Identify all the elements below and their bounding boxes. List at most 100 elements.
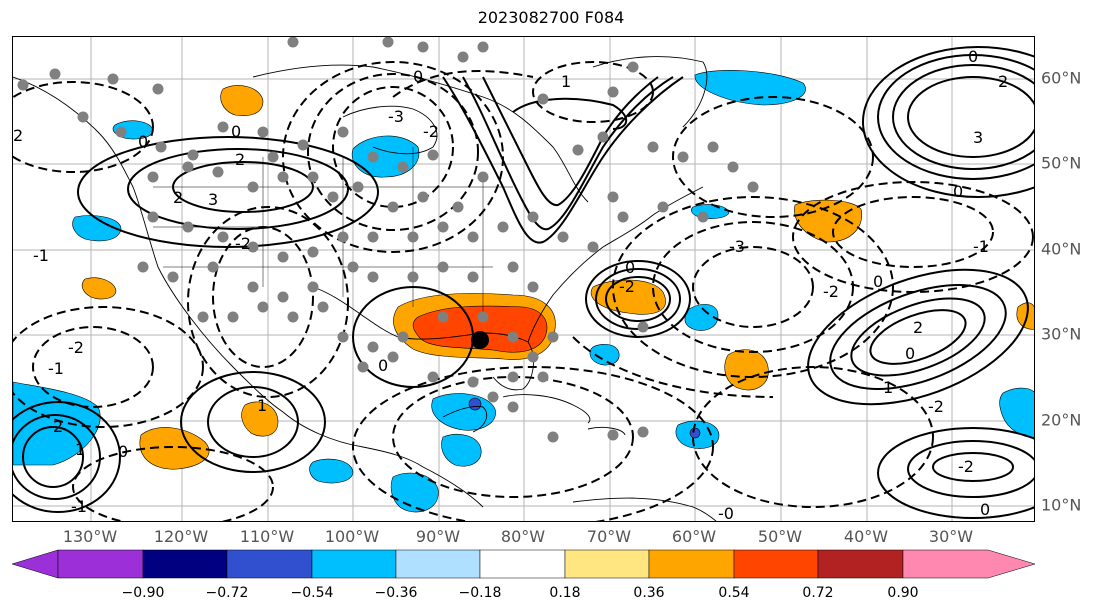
high-mid-3 <box>869 309 967 365</box>
station-dot <box>607 191 619 203</box>
coast-west-na <box>13 76 484 508</box>
high-mid-0 <box>807 268 1029 406</box>
positive-anomaly-e-atlantic <box>794 199 863 243</box>
station-dot <box>507 371 519 383</box>
station-dot <box>337 126 349 138</box>
colorbar-segment <box>57 549 144 579</box>
coast-gulf <box>312 286 534 391</box>
contour-label: 0 <box>953 182 963 201</box>
high-ne-3 <box>907 76 1034 158</box>
station-dot <box>147 171 159 183</box>
high-ne-2 <box>892 64 1034 170</box>
station-dot <box>477 311 489 323</box>
contour-label: 1 <box>561 72 571 91</box>
station-dot <box>547 431 559 443</box>
station-dot <box>727 161 739 173</box>
high-w-1 <box>13 414 101 500</box>
station-dot <box>627 61 639 73</box>
colorbar-segment <box>564 549 650 579</box>
station-dot <box>167 271 179 283</box>
station-dot <box>527 351 539 363</box>
high-se-1 <box>907 440 1034 498</box>
station-dot <box>507 401 519 413</box>
station-dot <box>527 211 539 223</box>
high-atl-2 <box>605 276 671 322</box>
station-dot <box>357 361 369 373</box>
high-ne-1 <box>877 54 1034 180</box>
contour-label: -1 <box>973 237 989 256</box>
station-dot <box>147 211 159 223</box>
contour-label: -2 <box>68 338 84 357</box>
station-dot <box>337 331 349 343</box>
positive-anomaly-baja <box>81 277 117 300</box>
station-dot <box>477 41 489 53</box>
colorbar-tick-label: −0.54 <box>290 585 334 601</box>
station-dot <box>297 139 309 151</box>
station-dot <box>49 68 61 80</box>
station-dot <box>17 79 29 91</box>
strong-negative-spot-1 <box>468 397 482 411</box>
coast-hudson <box>342 105 438 155</box>
high-atl-0 <box>585 260 691 338</box>
coast-canada <box>252 64 589 203</box>
station-dot <box>367 341 379 353</box>
station-dot <box>182 161 194 173</box>
contour-label: -0 <box>718 504 734 522</box>
station-dot <box>367 151 379 163</box>
longitude-label: 30°W <box>928 527 974 546</box>
high-se-0 <box>877 427 1034 519</box>
negative-anomaly-yuc <box>441 434 482 467</box>
positive-anomaly-nw <box>220 85 264 116</box>
station-dot <box>227 311 239 323</box>
low-central-1 <box>332 86 454 208</box>
station-dot <box>527 281 539 293</box>
contour-label: 0 <box>905 344 915 363</box>
negative-anomaly-mexico <box>309 458 354 484</box>
contour-label: -1 <box>33 246 49 265</box>
station-dot <box>107 73 119 85</box>
colorbar-segment <box>648 549 735 579</box>
station-dot <box>467 271 479 283</box>
latitude-label: 10°N <box>1041 495 1082 515</box>
coast-yucatan <box>442 406 487 433</box>
longitude-label: 40°W <box>843 527 889 546</box>
longitude-label: 70°W <box>586 527 632 546</box>
station-dot <box>437 221 449 233</box>
station-dot <box>487 391 499 403</box>
colorbar-segment <box>142 549 228 579</box>
station-dot <box>387 351 399 363</box>
longitude-label: 110°W <box>239 527 295 546</box>
low-south-2 <box>352 366 714 521</box>
station-dot <box>507 331 519 343</box>
station-dot <box>287 37 299 48</box>
station-dot <box>187 149 199 161</box>
station-dot <box>307 246 319 258</box>
positive-anomaly-pacific-2 <box>241 401 279 437</box>
contour-label: -2 <box>619 277 635 296</box>
colorbar-segment <box>311 549 397 579</box>
station-dot <box>537 93 549 105</box>
negative-anomaly-pacific-w <box>72 215 122 242</box>
longitude-label: 130°W <box>62 527 118 546</box>
high-pac-1 <box>207 386 299 458</box>
contour-label: -3 <box>729 237 745 256</box>
contour-label: 0 <box>980 500 990 519</box>
negative-anomaly-canada <box>351 135 420 178</box>
colorbar-extend-right <box>902 549 1036 579</box>
negative-anomaly-labrador <box>694 70 806 106</box>
contour-label: -2 <box>958 457 974 476</box>
latitude-label: 40°N <box>1041 239 1082 259</box>
positive-anomaly-pacific <box>139 427 210 470</box>
station-dot <box>137 261 149 273</box>
latitude-label: 50°N <box>1041 153 1082 173</box>
map-canvas: 0 2 3 0 -1 -2 0 2 0 1 -2 -2 0 -3 0 -2 1 … <box>13 37 1034 522</box>
station-dot <box>427 149 439 161</box>
longitude-label: 80°W <box>500 527 546 546</box>
low-pac-1 <box>32 326 154 408</box>
station-dot <box>212 166 224 178</box>
colorbar-segment <box>733 549 819 579</box>
negative-contours <box>13 61 1034 521</box>
station-dot <box>277 171 289 183</box>
contour-label: 1 <box>257 396 267 415</box>
longitude-label: 120°W <box>153 527 209 546</box>
